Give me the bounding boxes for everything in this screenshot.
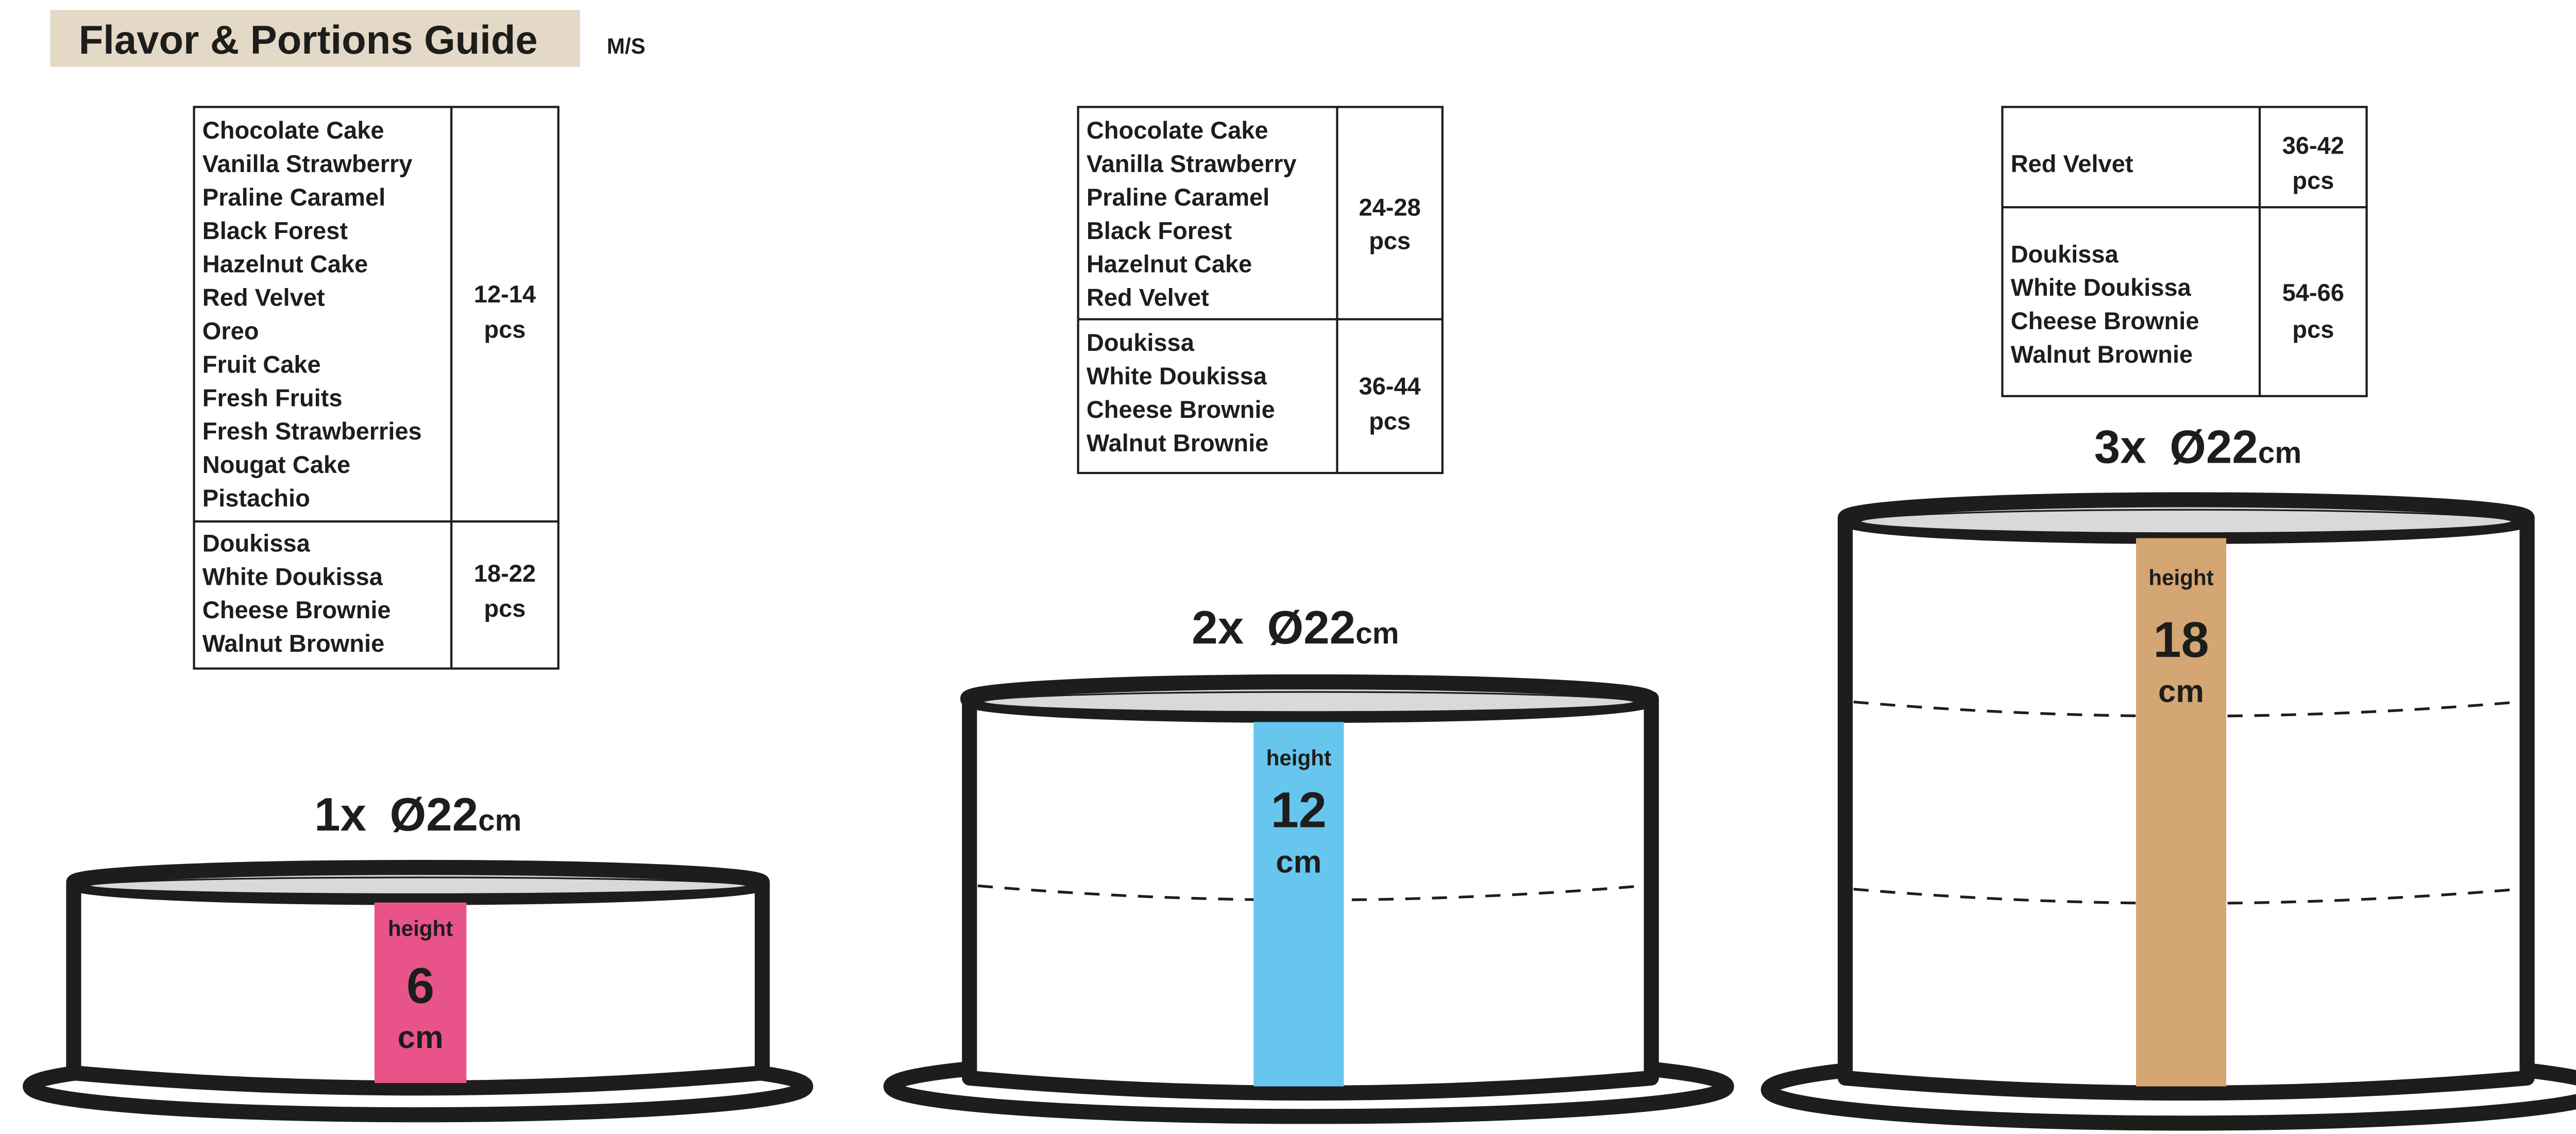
flavor-item: Nougat Cake [202, 451, 350, 478]
portion-count: 24-28 [1359, 193, 1420, 221]
portion-unit: pcs [484, 315, 526, 343]
height-unit: cm [1276, 844, 1321, 879]
height-label: height [388, 917, 453, 941]
table-border [1077, 106, 1444, 475]
table-border [2001, 106, 2368, 397]
portion-table: Chocolate Cake Vanilla Strawberry Praline … [1077, 106, 1444, 475]
flavor-item: White Doukissa [1087, 362, 1267, 390]
layer-count: 1x [314, 789, 366, 841]
portion-count: 36-42 [2282, 131, 2344, 159]
flavor-item: Black Forest [1087, 217, 1232, 244]
flavor-item: Doukissa [202, 529, 311, 556]
table-border [193, 106, 560, 670]
page-title: Flavor & Portions Guide [79, 18, 538, 62]
flavor-item: Vanilla Strawberry [202, 150, 413, 177]
flavor-item: Doukissa [1087, 329, 1195, 356]
portion-table: Chocolate Cake Vanilla Strawberry Praline … [193, 106, 560, 670]
flavor-item: Praline Caramel [1087, 183, 1269, 211]
height-unit: cm [2158, 673, 2204, 709]
height-band [374, 902, 467, 1084]
flavor-item: Vanilla Strawberry [1087, 150, 1297, 177]
portion-unit: pcs [1369, 227, 1411, 254]
header: Flavor & Portions Guide M/S [50, 10, 646, 67]
cake-top-inner [1859, 509, 2513, 534]
flavor-item: Fruit Cake [202, 350, 321, 378]
portion-count: 12-14 [474, 280, 536, 308]
diameter-unit: cm [478, 804, 521, 837]
diameter: Ø22 [2170, 421, 2258, 473]
flavor-item: Red Velvet [2011, 150, 2133, 177]
flavor-item: Doukissa [2011, 240, 2119, 267]
cake-size-title: 1x Ø22cm [314, 789, 521, 841]
height-value: 18 [2153, 612, 2209, 668]
height-unit: cm [398, 1020, 444, 1055]
flavor-item: Cheese Brownie [1087, 396, 1275, 423]
diameter: Ø22 [1267, 602, 1356, 654]
diameter: Ø22 [389, 789, 478, 841]
cake-top-inner [982, 691, 1636, 713]
layer-count: 3x [2094, 421, 2146, 473]
flavor-item: Pistachio [202, 484, 310, 512]
portion-table: Red Velvet 36-42 pcs Doukissa White Doukissa… [2001, 106, 2368, 397]
portion-count: 36-44 [1359, 373, 1420, 400]
flavor-item: Walnut Brownie [2011, 341, 2193, 368]
diameter-unit: cm [1355, 617, 1399, 650]
flavor-item: Chocolate Cake [1087, 116, 1268, 144]
cake-top-inner [88, 876, 748, 895]
cake-size-title: 2x Ø22cm [1192, 602, 1399, 654]
flavor-item: Cheese Brownie [202, 596, 391, 623]
flavor-item: Red Velvet [202, 284, 325, 311]
flavor-item: Walnut Brownie [202, 630, 384, 657]
layer-count: 2x [1192, 602, 1244, 654]
diameter-unit: cm [2258, 436, 2301, 470]
portion-count: 18-22 [474, 560, 536, 587]
portion-count: 54-66 [2282, 279, 2344, 306]
flavor-item: Black Forest [202, 217, 348, 244]
flavor-item: Fresh Fruits [202, 384, 343, 411]
height-label: height [2148, 565, 2213, 589]
flavor-item: Fresh Strawberries [202, 417, 422, 445]
title-banner [50, 10, 580, 67]
portion-unit: pcs [2292, 167, 2334, 194]
portion-unit: pcs [1369, 408, 1411, 435]
height-band [1253, 722, 1344, 1087]
cake-size-title: 3x Ø22cm [2094, 421, 2301, 473]
flavor-item: Praline Caramel [202, 183, 385, 211]
flavor-item: Cheese Brownie [2011, 307, 2199, 334]
flavor-item: Oreo [202, 317, 259, 345]
flavor-item: Hazelnut Cake [1087, 250, 1252, 278]
height-label: height [1266, 746, 1331, 770]
portion-unit: pcs [484, 595, 526, 622]
code-label: M/S [607, 34, 646, 58]
height-value: 6 [406, 957, 434, 1013]
flavor-item: White Doukissa [202, 563, 383, 590]
height-band [2136, 538, 2227, 1087]
height-value: 12 [1271, 782, 1327, 838]
portion-unit: pcs [2292, 315, 2334, 343]
flavor-item: Chocolate Cake [202, 116, 384, 144]
flavor-item: White Doukissa [2011, 274, 2192, 301]
flavor-item: Hazelnut Cake [202, 250, 368, 278]
flavor-item: Walnut Brownie [1087, 429, 1268, 456]
flavor-item: Red Velvet [1087, 284, 1209, 311]
